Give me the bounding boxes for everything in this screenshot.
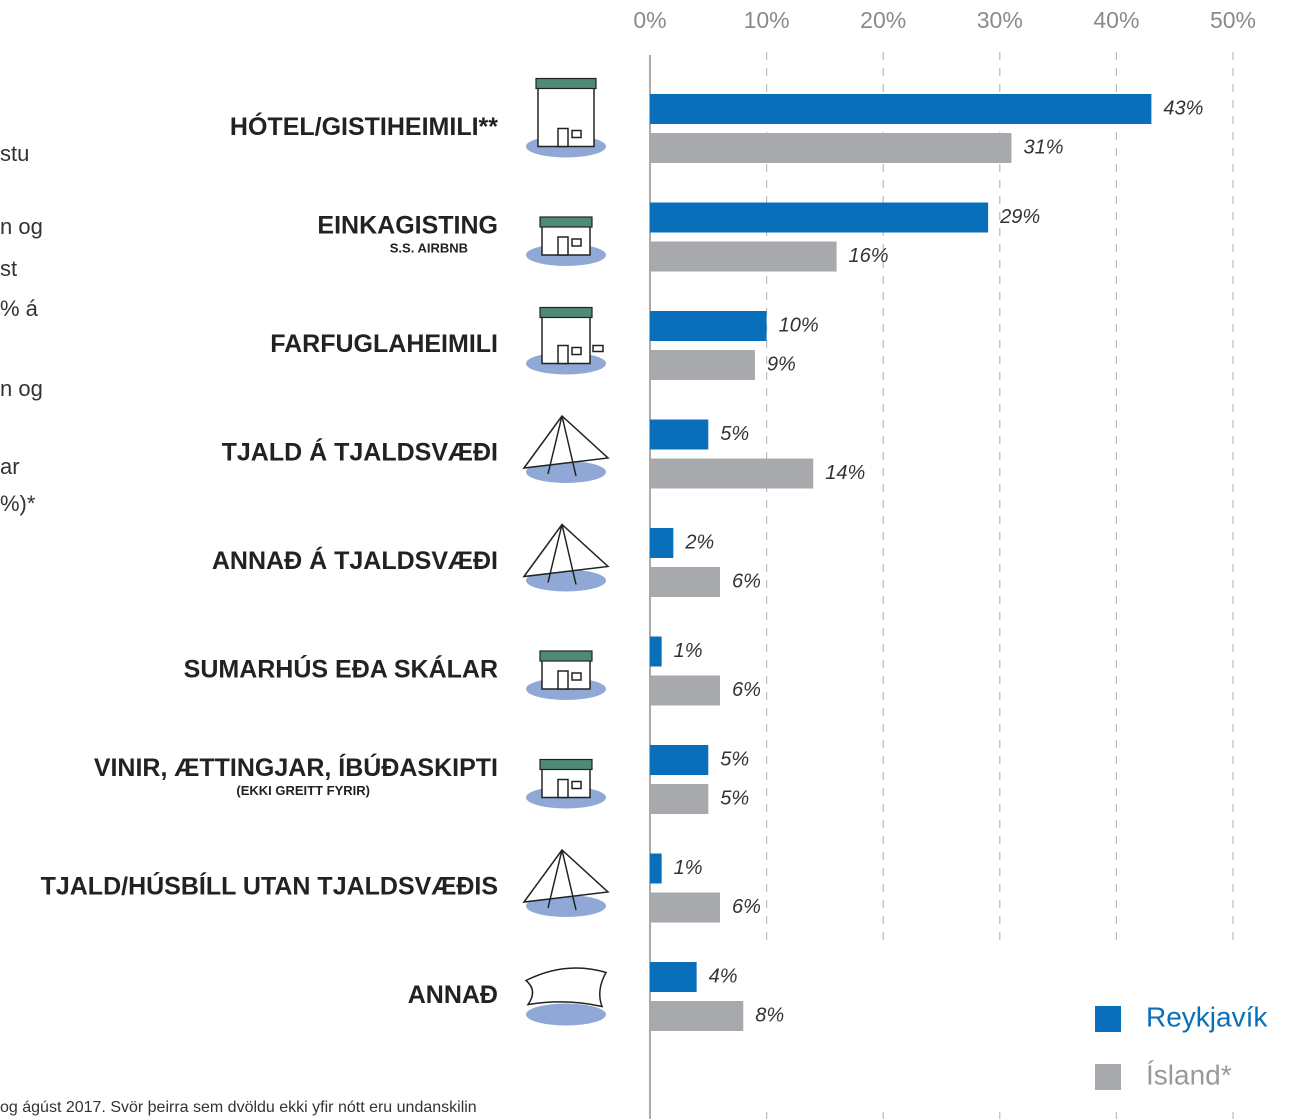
bar	[650, 350, 755, 380]
bar	[650, 458, 814, 489]
icon-roof	[539, 216, 593, 228]
icon-door	[557, 344, 569, 365]
bar	[650, 241, 837, 272]
icon-door	[557, 670, 569, 690]
side-text: stu	[0, 141, 29, 166]
value-label: 5%	[720, 787, 749, 809]
footnote: og ágúst 2017. Svör þeirra sem dvöldu ek…	[0, 1099, 477, 1116]
icon-tent	[522, 414, 610, 477]
bar	[650, 1001, 744, 1031]
icon-roof	[535, 77, 597, 90]
value-label: 10%	[779, 314, 819, 336]
value-label: 5%	[720, 423, 749, 445]
icon-sign	[592, 344, 604, 353]
icon-door	[557, 778, 569, 799]
bar	[650, 892, 720, 923]
icon-door	[557, 236, 569, 256]
icon-tent	[522, 523, 610, 585]
side-text: n og	[0, 214, 43, 239]
category-label: HÓTEL/GISTIHEIMILI**	[230, 111, 498, 141]
x-tick-label: 0%	[633, 7, 666, 33]
category-label: SUMARHÚS EÐA SKÁLAR	[184, 654, 498, 684]
category-label: ANNAÐ Á TJALDSVÆÐI	[212, 546, 498, 575]
value-label: 16%	[849, 245, 889, 267]
icon-base	[526, 895, 606, 917]
value-label: 1%	[674, 857, 703, 879]
icon-base	[526, 1003, 606, 1026]
icon-tent	[522, 848, 610, 911]
value-label: 5%	[720, 748, 749, 770]
bar	[650, 419, 709, 450]
icon-pillow	[524, 967, 608, 1008]
x-tick-label: 40%	[1093, 7, 1139, 33]
category-note: (EKKI GREITT FYRIR)	[236, 783, 370, 798]
icon-window	[571, 346, 582, 356]
x-tick-label: 10%	[744, 7, 790, 33]
side-text: % á	[0, 296, 39, 321]
value-label: 6%	[732, 570, 761, 592]
bar	[650, 853, 662, 884]
icon-window	[571, 129, 582, 139]
value-label: 1%	[674, 640, 703, 662]
bar	[650, 745, 709, 775]
icon-roof	[539, 758, 593, 771]
category-note: S.S. AIRBNB	[390, 240, 468, 255]
icon-window	[571, 238, 582, 247]
icon-door	[557, 127, 569, 148]
x-tick-label: 20%	[860, 7, 906, 33]
value-label: 6%	[732, 896, 761, 918]
legend-swatch	[1095, 1006, 1121, 1032]
side-text: %)*	[0, 491, 36, 516]
legend-swatch	[1095, 1064, 1121, 1090]
side-text: st	[0, 256, 17, 281]
bar	[650, 567, 720, 597]
category-label: VINIR, ÆTTINGJAR, ÍBÚÐASKIPTI	[94, 752, 498, 782]
bar	[650, 675, 720, 706]
value-label: 2%	[684, 531, 714, 553]
value-label: 29%	[999, 206, 1040, 228]
bar	[650, 311, 767, 341]
category-label: TJALD/HÚSBÍLL UTAN TJALDSVÆÐIS	[41, 871, 498, 901]
value-label: 43%	[1163, 97, 1203, 119]
icon-roof	[539, 650, 593, 662]
side-text: n og	[0, 376, 43, 401]
bar	[650, 94, 1152, 124]
category-label: ANNAÐ	[408, 981, 498, 1009]
bar	[650, 636, 662, 667]
bar	[650, 528, 674, 558]
value-label: 9%	[767, 353, 796, 375]
bar	[650, 784, 709, 814]
value-label: 14%	[825, 462, 865, 484]
icon-base	[526, 569, 606, 592]
category-label: FARFUGLAHEIMILI	[270, 330, 498, 358]
icon-roof	[539, 306, 593, 319]
value-label: 8%	[755, 1004, 784, 1026]
x-tick-label: 50%	[1210, 7, 1256, 33]
side-text: ar	[0, 454, 20, 479]
bar	[650, 202, 989, 233]
bar	[650, 133, 1012, 163]
x-tick-label: 30%	[977, 7, 1023, 33]
legend-label: Reykjavík	[1146, 1001, 1268, 1032]
value-label: 6%	[732, 679, 761, 701]
value-label: 4%	[709, 965, 738, 987]
icon-base	[526, 461, 606, 483]
bar	[650, 962, 697, 992]
category-label: EINKAGISTING	[317, 212, 498, 240]
category-label: TJALD Á TJALDSVÆÐI	[222, 438, 498, 467]
value-label: 31%	[1023, 136, 1063, 158]
legend-label: Ísland*	[1146, 1059, 1232, 1090]
icon-window	[571, 672, 582, 681]
icon-window	[571, 780, 582, 790]
